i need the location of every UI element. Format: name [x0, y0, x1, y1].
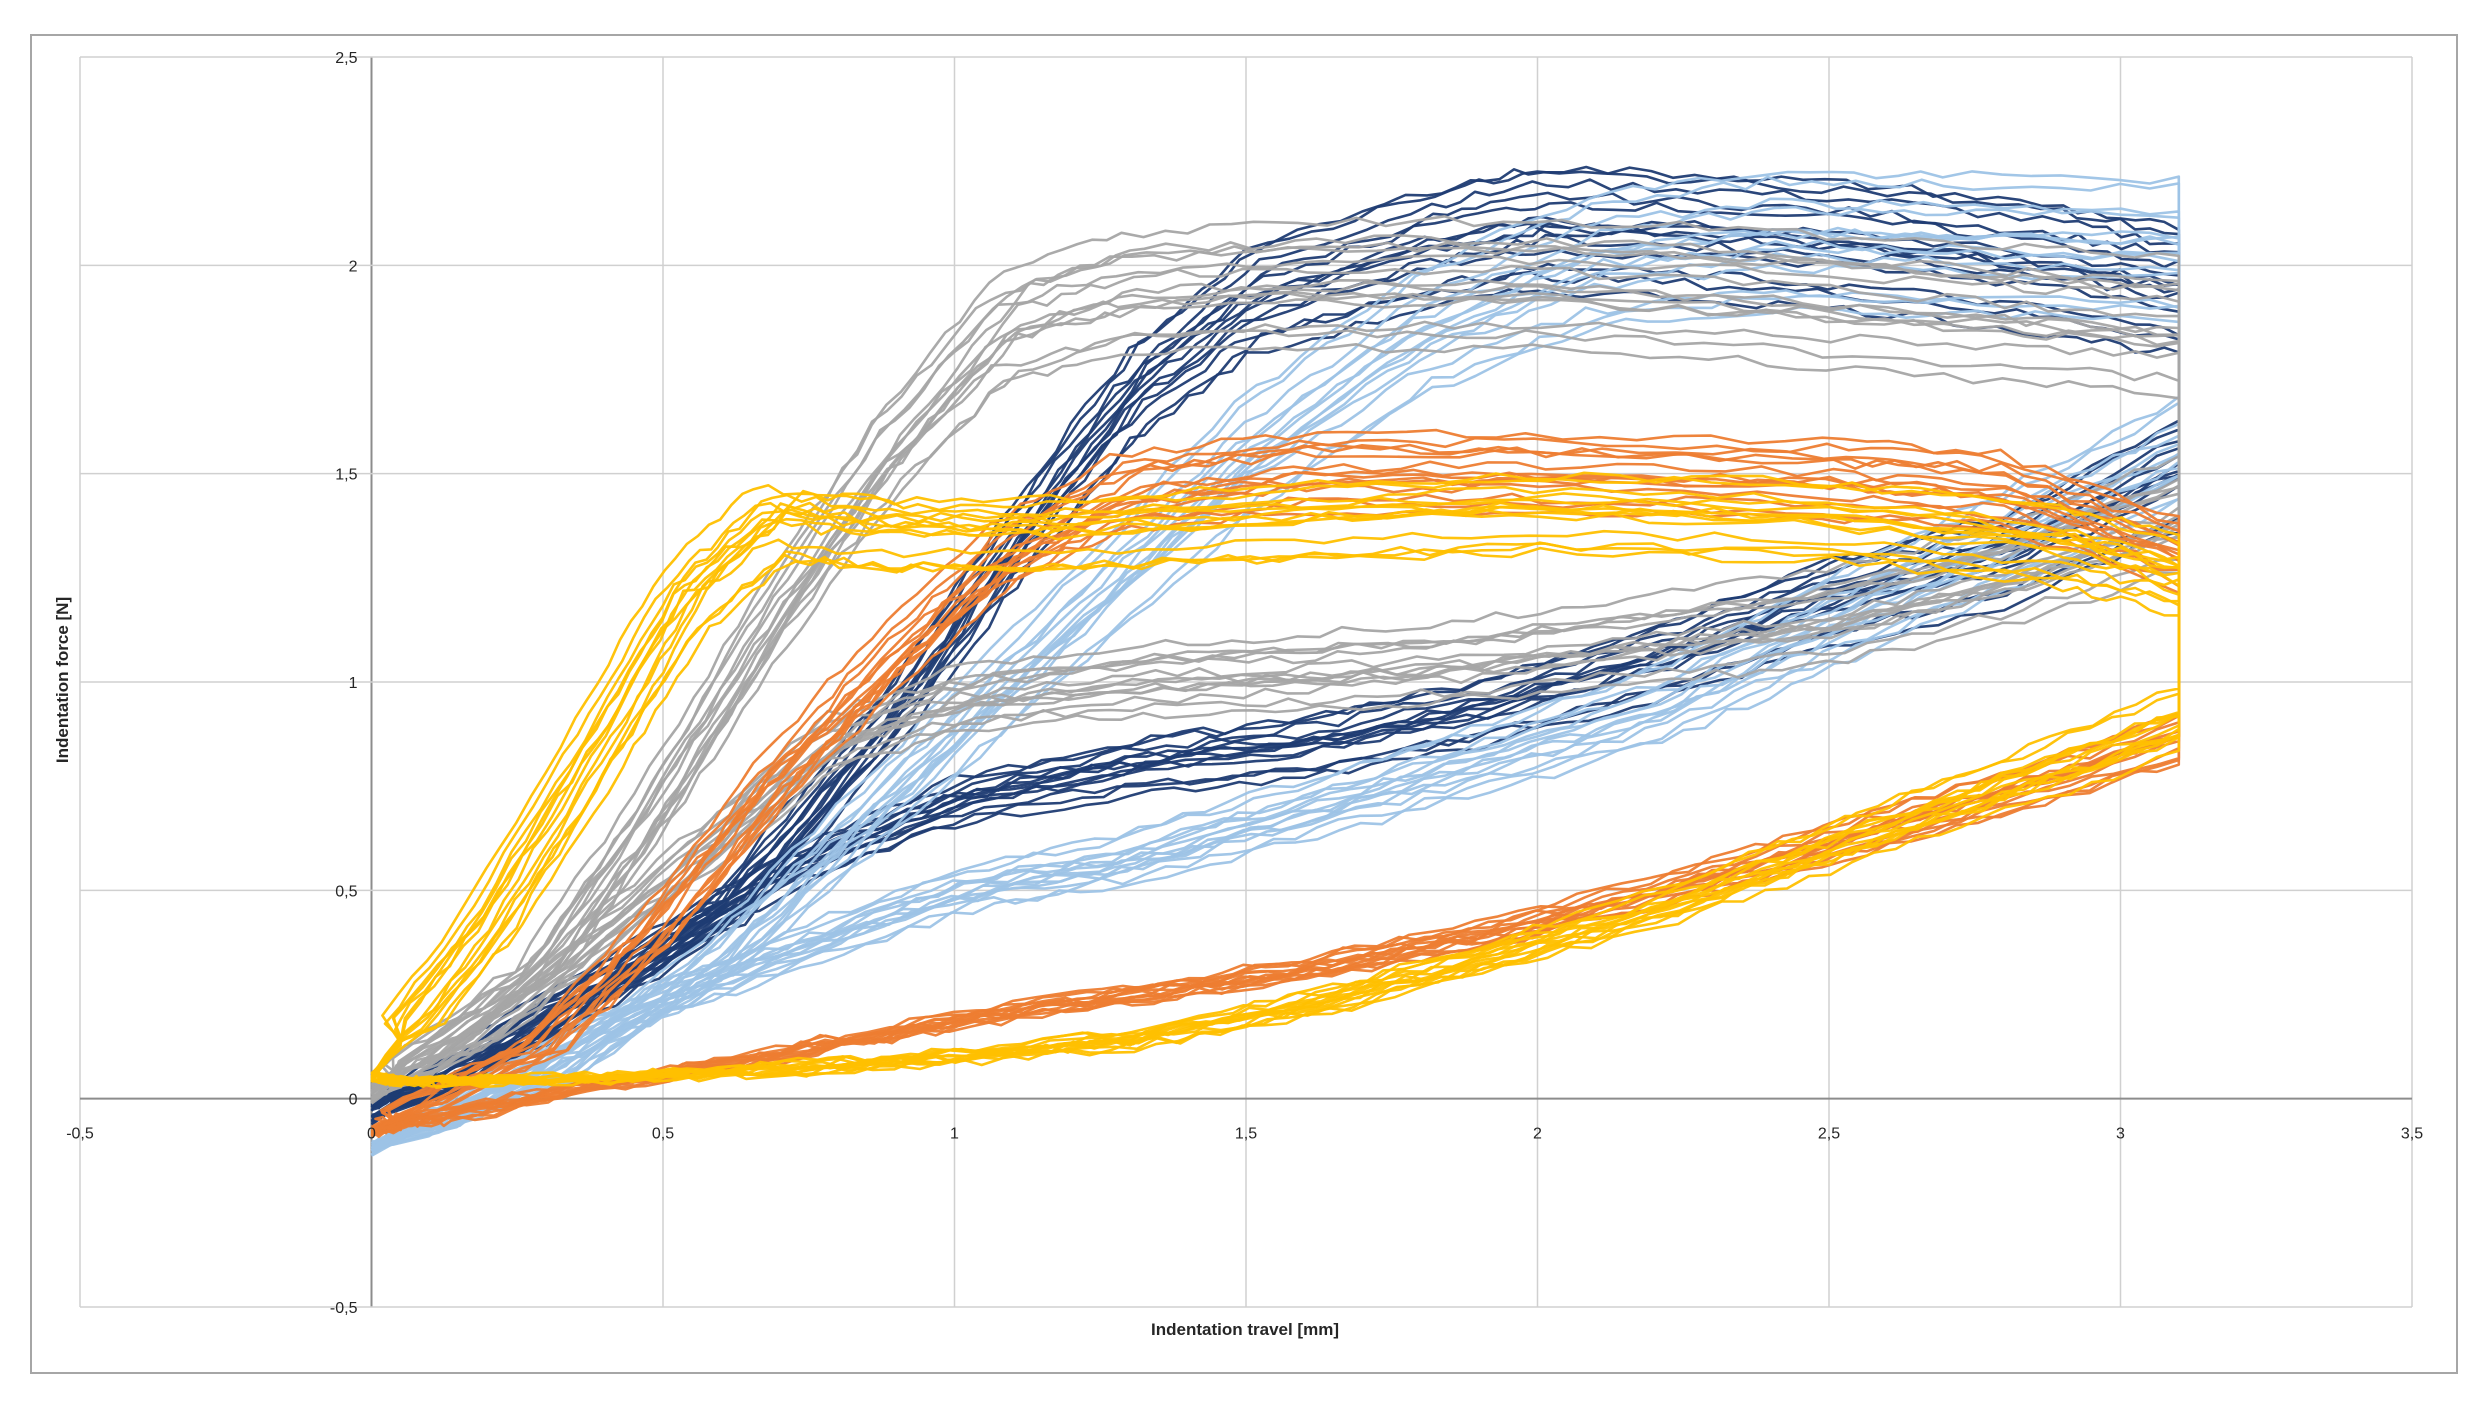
series-line	[370, 485, 2181, 1085]
x-tick-label: 2,5	[1818, 1126, 1840, 1143]
series-line	[370, 175, 2181, 1157]
series-line	[370, 443, 2181, 1137]
series-line	[370, 270, 2181, 1122]
y-tick-label: 1,5	[335, 467, 357, 484]
y-tick-label: 0,5	[335, 883, 357, 900]
series-line	[370, 215, 2181, 1100]
y-axis-title: Indentation force [N]	[53, 597, 72, 763]
series-line	[370, 170, 2181, 1157]
gridlines	[79, 56, 2413, 1308]
x-tick-label: 0	[367, 1126, 376, 1143]
series-line	[370, 444, 2181, 1137]
series-line	[370, 288, 2181, 1119]
x-tick-label: 1	[950, 1126, 959, 1143]
y-tick-label: 0	[349, 1092, 358, 1109]
x-tick-label: -0,5	[66, 1126, 94, 1143]
series-line	[370, 221, 2181, 1119]
x-tick-label: 2	[1533, 1126, 1542, 1143]
y-tick-label: 2	[349, 258, 358, 275]
series-layer	[370, 165, 2181, 1157]
x-tick-label: 0,5	[652, 1126, 674, 1143]
series-line	[370, 343, 2181, 1103]
tick-labels: -0,5 0 0,5 1 1,5 2 2,5 3 3,5 -0,5 0 0,5 1 1,5 2 2,5	[66, 50, 2423, 1317]
x-tick-label: 1,5	[1235, 1126, 1257, 1143]
x-tick-label: 3,5	[2401, 1126, 2423, 1143]
y-tick-label: -0,5	[330, 1300, 358, 1317]
series-line	[370, 205, 2181, 1152]
series-line	[370, 201, 2181, 1126]
y-tick-label: 1	[349, 675, 358, 692]
x-tick-label: 3	[2116, 1126, 2125, 1143]
series-line	[370, 262, 2181, 1118]
y-tick-label: 2,5	[335, 50, 357, 67]
x-axis-title: Indentation travel [mm]	[1151, 1320, 1339, 1339]
